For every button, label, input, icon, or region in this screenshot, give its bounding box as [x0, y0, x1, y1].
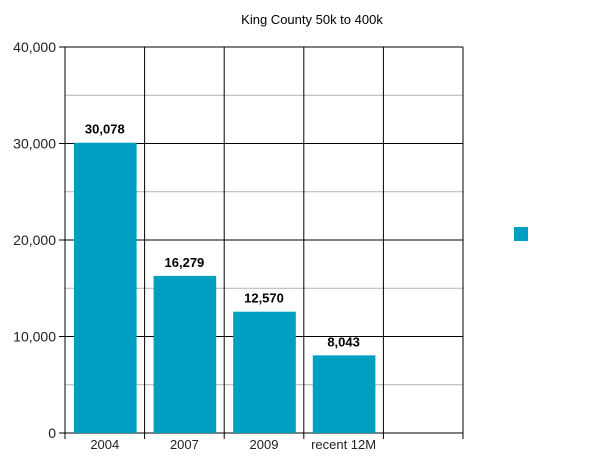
x-tick-label: 2004: [90, 437, 119, 452]
bar-2004: [74, 142, 137, 433]
x-tick-label: 2007: [170, 437, 199, 452]
chart-title: King County 50k to 400k: [241, 12, 383, 27]
y-tick-label: 10,000: [13, 329, 56, 345]
bar-value-label: 12,570: [244, 291, 284, 306]
y-tick-label: 30,000: [13, 136, 56, 152]
bar-2009: [233, 311, 296, 433]
bar-value-label: 16,279: [165, 255, 205, 270]
legend-swatch: [514, 227, 528, 241]
x-tick-label: recent 12M: [311, 437, 376, 452]
bar-recent-12m: [312, 355, 376, 433]
bar-value-label: 8,043: [327, 334, 360, 349]
y-tick-label: 0: [48, 425, 56, 441]
y-tick-label: 20,000: [13, 232, 56, 248]
y-tick-label: 40,000: [13, 39, 56, 55]
bar-value-label: 30,078: [85, 122, 125, 137]
bar-2007: [153, 275, 217, 433]
x-tick-label: 2009: [250, 437, 279, 452]
